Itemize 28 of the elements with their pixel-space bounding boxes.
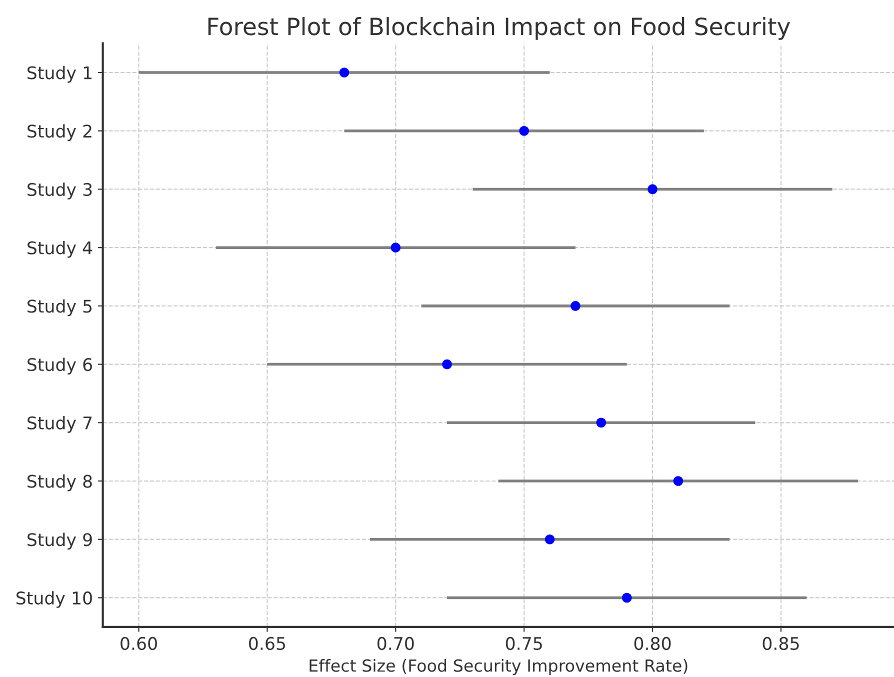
y-tick-label: Study 3: [28, 182, 92, 200]
x-tick-label: 0.80: [634, 636, 671, 650]
point: [390, 242, 401, 252]
y-tick-label: Study 10: [16, 591, 92, 608]
y-tick-label: Study 8: [28, 474, 92, 492]
y-tick-label: Study 6: [28, 358, 92, 374]
x-tick-label: 0.65: [249, 636, 286, 650]
point: [339, 68, 350, 78]
y-tick-label: Study 7: [28, 416, 92, 433]
y-tick-label: Study 9: [28, 532, 92, 550]
y-tick-label: Study 1: [28, 66, 92, 83]
point: [622, 592, 632, 603]
point: [596, 418, 606, 428]
x-tick-label: 0.85: [762, 636, 799, 650]
point: [673, 476, 684, 486]
y-tick-label: Study 4: [28, 240, 92, 258]
y-tick-label: Study 2: [28, 124, 92, 142]
point: [648, 184, 658, 194]
x-tick-label: 0.75: [506, 636, 542, 650]
point: [544, 534, 555, 544]
chart-title: Forest Plot of Blockchain Impact on Food Security: [208, 17, 790, 40]
point: [519, 126, 530, 136]
x-tick-label: 0.70: [377, 636, 414, 650]
x-axis-title: Effect Size (Food Security Improvement Rate): [310, 658, 688, 676]
y-tick-label: Study 5: [28, 299, 92, 316]
point: [570, 301, 580, 311]
x-tick-label: 0.60: [120, 636, 157, 650]
point: [442, 359, 452, 370]
